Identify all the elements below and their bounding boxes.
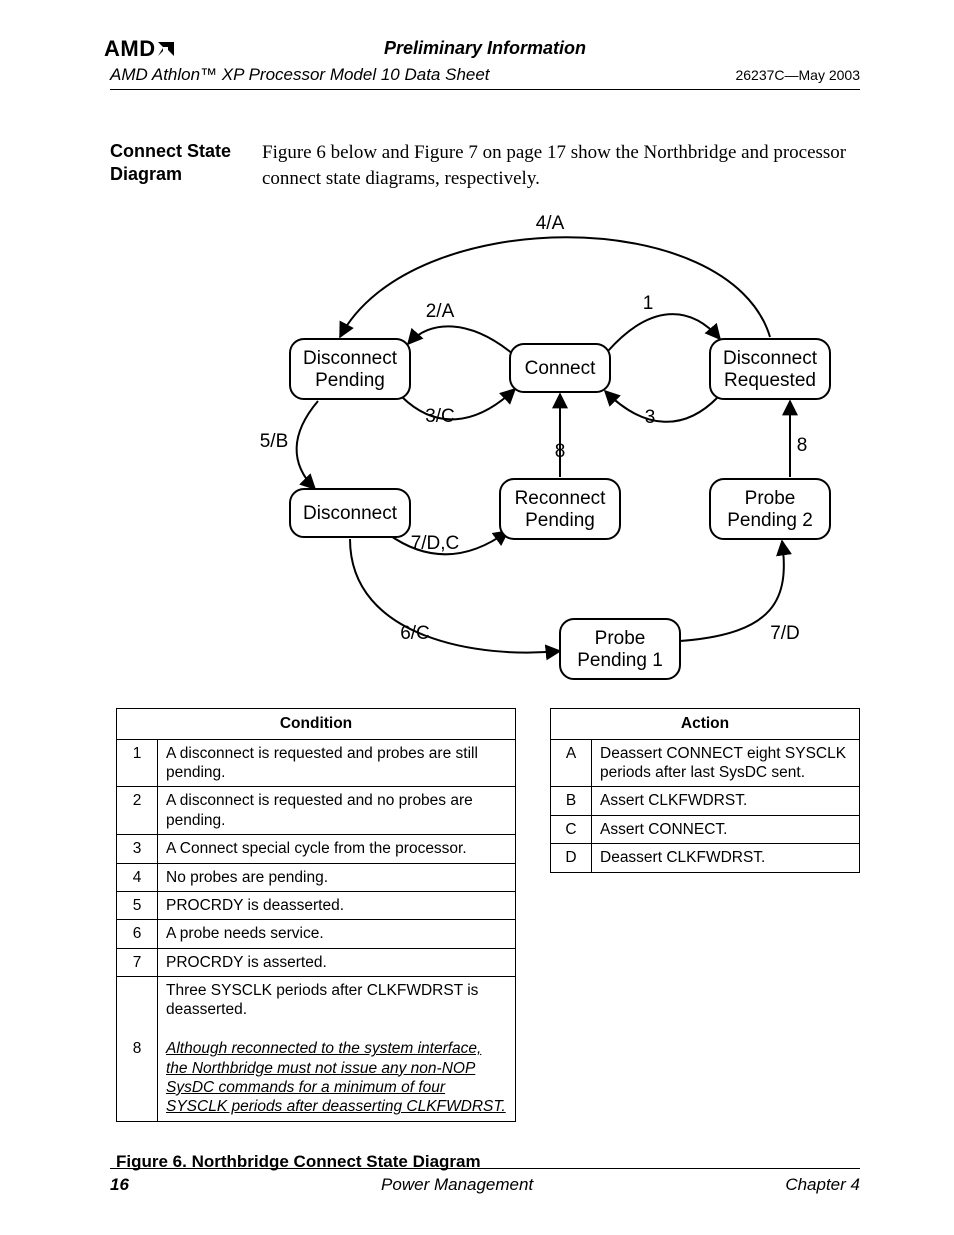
running-head: Preliminary Information xyxy=(110,38,860,59)
state-diagram-svg: DisconnectPendingConnectDisconnectReques… xyxy=(230,209,870,689)
row-text: Deassert CLKFWDRST. xyxy=(592,844,860,872)
row-text: PROCRDY is asserted. xyxy=(158,948,516,976)
svg-text:Probe: Probe xyxy=(745,488,796,509)
logo-text: AMD xyxy=(104,36,156,61)
intro-paragraph: Figure 6 below and Figure 7 on page 17 s… xyxy=(262,140,860,191)
amd-logo-mark xyxy=(156,40,176,58)
svg-text:8: 8 xyxy=(797,435,808,456)
svg-text:Probe: Probe xyxy=(595,628,646,649)
svg-text:6/C: 6/C xyxy=(400,623,430,644)
svg-text:7/D,C: 7/D,C xyxy=(411,533,460,554)
table-row: ADeassert CONNECT eight SYSCLK periods a… xyxy=(551,739,860,787)
table-row: 1A disconnect is requested and probes ar… xyxy=(117,739,516,787)
footer-right: Chapter 4 xyxy=(785,1175,860,1195)
page-number: 16 xyxy=(110,1175,129,1195)
action-table: Action ADeassert CONNECT eight SYSCLK pe… xyxy=(550,708,860,872)
tables-row: Condition 1A disconnect is requested and… xyxy=(116,708,860,1121)
row-text: A disconnect is requested and probes are… xyxy=(158,739,516,787)
svg-text:8: 8 xyxy=(555,441,566,462)
svg-text:Pending: Pending xyxy=(525,510,595,531)
row-text: Assert CONNECT. xyxy=(592,815,860,843)
svg-text:Pending: Pending xyxy=(315,370,385,391)
table-row: 2A disconnect is requested and no probes… xyxy=(117,787,516,835)
row-num: 8 xyxy=(117,977,158,1122)
svg-text:Disconnect: Disconnect xyxy=(723,348,818,369)
svg-text:Disconnect: Disconnect xyxy=(303,503,398,524)
table-row: 6A probe needs service. xyxy=(117,920,516,948)
table-row: 5PROCRDY is deasserted. xyxy=(117,891,516,919)
svg-text:Disconnect: Disconnect xyxy=(303,348,398,369)
row-text: Assert CLKFWDRST. xyxy=(592,787,860,815)
row-num: 1 xyxy=(117,739,158,787)
svg-text:7/D: 7/D xyxy=(770,623,800,644)
svg-text:3: 3 xyxy=(645,407,656,428)
row-text: A probe needs service. xyxy=(158,920,516,948)
svg-text:2/A: 2/A xyxy=(426,301,455,322)
row-num: 4 xyxy=(117,863,158,891)
row-num: 7 xyxy=(117,948,158,976)
svg-text:1: 1 xyxy=(643,293,654,314)
row-num: 6 xyxy=(117,920,158,948)
row-text: A Connect special cycle from the process… xyxy=(158,835,516,863)
header-row: AMD Athlon™ XP Processor Model 10 Data S… xyxy=(110,65,860,90)
table-row: CAssert CONNECT. xyxy=(551,815,860,843)
table-row: DDeassert CLKFWDRST. xyxy=(551,844,860,872)
table-row: BAssert CLKFWDRST. xyxy=(551,787,860,815)
condition-table: Condition 1A disconnect is requested and… xyxy=(116,708,516,1121)
footer-center: Power Management xyxy=(381,1175,533,1195)
row-num: C xyxy=(551,815,592,843)
side-heading: Connect State Diagram xyxy=(110,140,240,191)
svg-text:Pending 1: Pending 1 xyxy=(577,650,663,671)
svg-text:Pending 2: Pending 2 xyxy=(727,510,813,531)
row-text: A disconnect is requested and no probes … xyxy=(158,787,516,835)
row-num: 2 xyxy=(117,787,158,835)
doc-title: AMD Athlon™ XP Processor Model 10 Data S… xyxy=(110,65,490,85)
row-text: Three SYSCLK periods after CLKFWDRST is … xyxy=(158,977,516,1122)
state-diagram: DisconnectPendingConnectDisconnectReques… xyxy=(230,209,870,694)
svg-text:Connect: Connect xyxy=(525,358,596,379)
table-row: 4No probes are pending. xyxy=(117,863,516,891)
action-header: Action xyxy=(551,709,860,739)
amd-logo: AMD xyxy=(104,36,176,62)
svg-text:Requested: Requested xyxy=(724,370,816,391)
doc-id: 26237C—May 2003 xyxy=(735,67,860,83)
page-footer: 16 Power Management Chapter 4 xyxy=(110,1168,860,1195)
row-num: D xyxy=(551,844,592,872)
row-num: B xyxy=(551,787,592,815)
svg-text:5/B: 5/B xyxy=(260,431,289,452)
row-text: PROCRDY is deasserted. xyxy=(158,891,516,919)
table-row: 3A Connect special cycle from the proces… xyxy=(117,835,516,863)
row-num: A xyxy=(551,739,592,787)
row-text: No probes are pending. xyxy=(158,863,516,891)
svg-text:4/A: 4/A xyxy=(536,213,565,234)
condition-header: Condition xyxy=(117,709,516,739)
table-row: 8Three SYSCLK periods after CLKFWDRST is… xyxy=(117,977,516,1122)
svg-text:3/C: 3/C xyxy=(425,406,455,427)
row-num: 3 xyxy=(117,835,158,863)
row-num: 5 xyxy=(117,891,158,919)
table-row: 7PROCRDY is asserted. xyxy=(117,948,516,976)
svg-text:Reconnect: Reconnect xyxy=(515,488,607,509)
row-text: Deassert CONNECT eight SYSCLK periods af… xyxy=(592,739,860,787)
